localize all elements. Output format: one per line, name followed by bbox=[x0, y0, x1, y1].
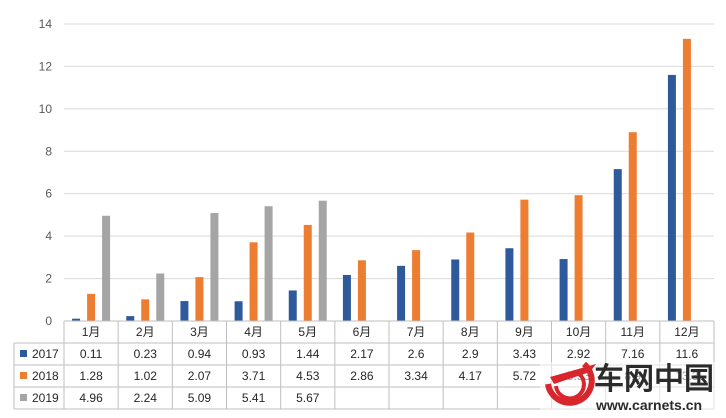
category-label: 11月 bbox=[621, 325, 645, 339]
y-tick-label: 8 bbox=[45, 144, 52, 158]
y-tick-label: 0 bbox=[45, 314, 52, 328]
bar-2017-5 bbox=[288, 290, 297, 321]
y-axis-ticks: 0 2 4 6 8 10 12 14 bbox=[39, 17, 53, 328]
legend-swatch-2018 bbox=[20, 372, 27, 379]
category-label: 3月 bbox=[190, 325, 209, 339]
data-cell-2019-1: 4.96 bbox=[79, 391, 103, 405]
data-cell-2018-4: 3.71 bbox=[242, 369, 266, 383]
watermark-emblem-icon bbox=[545, 361, 596, 406]
data-cell-2017-9: 3.43 bbox=[513, 347, 537, 361]
bar-2019-3 bbox=[210, 213, 219, 321]
bar-2018-10 bbox=[574, 195, 583, 321]
data-cell-2017-1: 0.11 bbox=[80, 347, 103, 361]
data-cell-2018-6: 2.86 bbox=[350, 369, 374, 383]
bar-2017-10 bbox=[559, 259, 568, 321]
bar-2017-6 bbox=[342, 274, 351, 321]
bar-2019-4 bbox=[264, 206, 273, 321]
category-label: 10月 bbox=[566, 325, 591, 339]
data-cell-2017-2: 0.23 bbox=[134, 347, 158, 361]
data-cell-2017-5: 1.44 bbox=[296, 347, 320, 361]
data-cell-2017-6: 2.17 bbox=[350, 347, 374, 361]
bar-2017-12 bbox=[667, 74, 676, 322]
data-cell-2018-1: 1.28 bbox=[79, 369, 103, 383]
bar-2018-3 bbox=[195, 277, 204, 321]
y-tick-label: 14 bbox=[39, 17, 53, 31]
bar-2019-5 bbox=[318, 200, 327, 321]
category-label: 12月 bbox=[674, 325, 699, 339]
category-label: 6月 bbox=[353, 325, 372, 339]
watermark-backing bbox=[540, 362, 720, 416]
bar-2017-9 bbox=[505, 248, 514, 321]
data-cell-2019-3: 5.09 bbox=[188, 391, 212, 405]
data-cell-2018-8: 4.17 bbox=[459, 369, 483, 383]
gridlines bbox=[64, 23, 714, 280]
data-cell-2017-8: 2.9 bbox=[462, 347, 479, 361]
data-cell-2019-2: 2.24 bbox=[134, 391, 158, 405]
y-tick-label: 12 bbox=[39, 59, 53, 73]
watermark-logo: 车网中国 www.carnets.cn bbox=[545, 361, 714, 413]
legend-label-2019: 2019 bbox=[32, 391, 59, 405]
data-cell-2017-7: 2.6 bbox=[408, 347, 425, 361]
category-label: 4月 bbox=[244, 325, 263, 339]
legend-label-2018: 2018 bbox=[32, 369, 59, 383]
bar-2017-4 bbox=[234, 301, 243, 321]
bar-2017-11 bbox=[613, 169, 622, 321]
bar-2018-4 bbox=[249, 242, 258, 321]
data-cell-2018-9: 5.72 bbox=[513, 369, 537, 383]
data-cell-2018-7: 3.34 bbox=[404, 369, 428, 383]
category-label: 1月 bbox=[82, 325, 101, 339]
bars bbox=[72, 38, 691, 322]
bar-2018-12 bbox=[682, 38, 691, 321]
bar-2018-2 bbox=[141, 299, 150, 321]
data-cell-2017-10: 2.92 bbox=[567, 347, 591, 361]
legend-label-2017: 2017 bbox=[32, 347, 59, 361]
legend-swatch-2017 bbox=[20, 350, 27, 357]
category-label: 8月 bbox=[461, 325, 480, 339]
data-cell-2017-3: 0.94 bbox=[188, 347, 212, 361]
bar-2017-3 bbox=[180, 301, 189, 321]
bar-2019-2 bbox=[156, 273, 165, 321]
bar-2018-6 bbox=[357, 260, 366, 321]
data-cell-2017-4: 0.93 bbox=[242, 347, 266, 361]
watermark-brand-text: 车网中国 bbox=[594, 362, 714, 397]
data-cell-2019-4: 5.41 bbox=[242, 391, 266, 405]
bar-2018-11 bbox=[628, 132, 637, 321]
watermark-url-text: www.carnets.cn bbox=[595, 397, 702, 413]
category-label: 5月 bbox=[298, 325, 317, 339]
category-label: 2月 bbox=[136, 325, 155, 339]
data-cell-2019-5: 5.67 bbox=[296, 391, 320, 405]
bar-2018-5 bbox=[303, 224, 312, 321]
y-tick-label: 6 bbox=[45, 187, 52, 201]
y-tick-label: 10 bbox=[39, 102, 53, 116]
category-label: 7月 bbox=[407, 325, 426, 339]
bar-2019-1 bbox=[102, 215, 111, 321]
data-cell-2018-3: 2.07 bbox=[188, 369, 212, 383]
data-cell-2017-12: 11.6 bbox=[676, 347, 699, 361]
bar-2017-2 bbox=[126, 316, 135, 321]
bar-2018-7 bbox=[412, 250, 421, 321]
data-cell-2018-5: 4.53 bbox=[296, 369, 320, 383]
data-cell-2018-2: 1.02 bbox=[134, 369, 158, 383]
data-cell-2017-11: 7.16 bbox=[621, 347, 645, 361]
bar-2017-7 bbox=[397, 265, 406, 321]
bar-2018-8 bbox=[466, 232, 475, 321]
y-tick-label: 4 bbox=[45, 229, 52, 243]
bar-2018-9 bbox=[520, 199, 529, 321]
bar-2017-8 bbox=[451, 259, 460, 321]
bar-2017-1 bbox=[72, 318, 81, 321]
bar-2018-1 bbox=[87, 293, 96, 321]
legend-swatch-2019 bbox=[20, 394, 27, 401]
y-tick-label: 2 bbox=[45, 272, 52, 286]
category-label: 9月 bbox=[515, 325, 534, 339]
